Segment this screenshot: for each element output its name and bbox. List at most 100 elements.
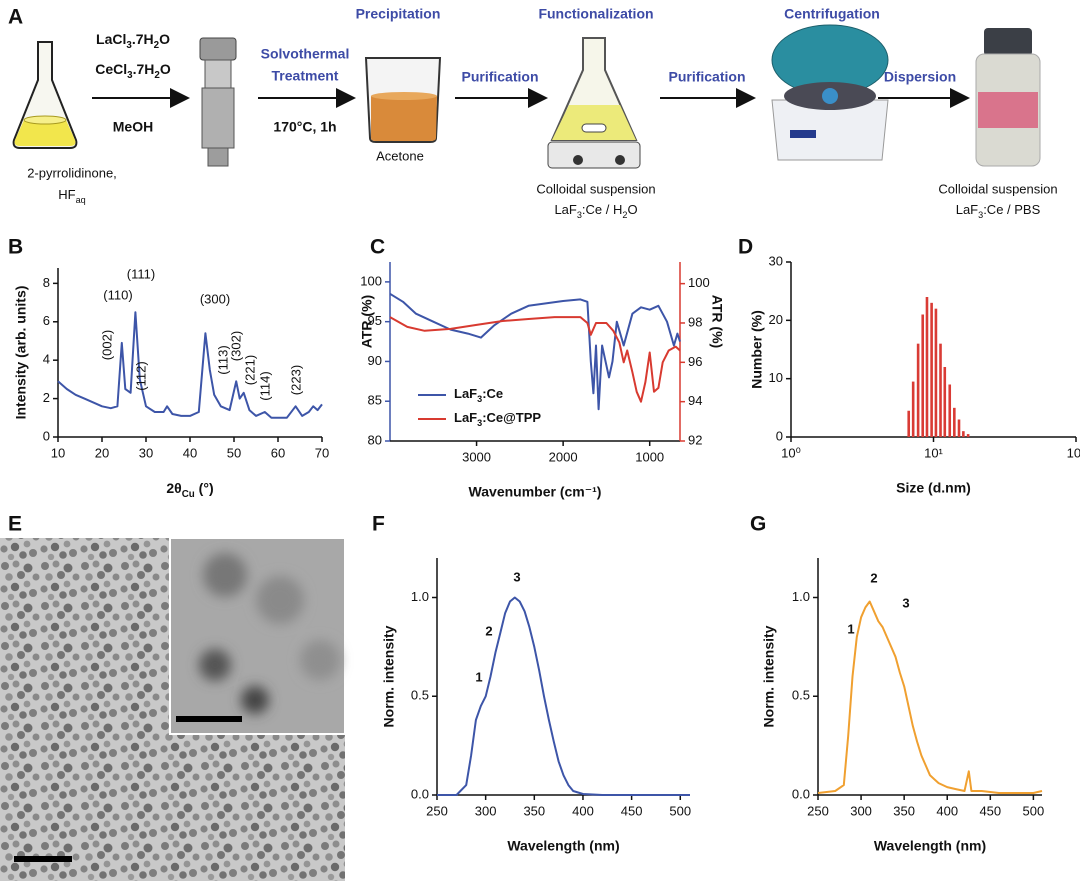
x-axis-label: Wavelength (nm) [874,838,986,854]
annotation: (302) [228,331,243,361]
text-part: 2 [622,210,627,220]
x-tick-label: 10⁰ [781,445,801,460]
text-part: LaF [554,202,576,217]
start-material: 2-pyrrolidinone, [27,165,117,180]
annotation: (111) [127,266,155,281]
x-axis-label: Size (d.nm) [896,480,971,496]
x-tick-label: 10 [51,445,65,460]
text-part: 3 [126,40,132,51]
annotation: (110) [103,287,132,302]
y-tick-label: 80 [368,432,382,447]
x-axis-label: 2θCu (°) [166,480,213,500]
panel-label: D [738,236,753,259]
x-tick-label: 50 [227,445,241,460]
text-part: LaF [454,386,477,401]
text-part: .7H [133,61,155,77]
stirrer-flask-icon [547,37,641,169]
annotation: 2 [870,570,877,585]
y2-axis-label: ATR (%) [709,295,725,348]
y2-tick-label: 94 [688,393,702,408]
x-tick-label: 450 [621,803,643,818]
scale-bar [176,716,242,722]
text-part: 3 [577,210,582,220]
step: Treatment [272,68,339,84]
annotation: (114) [257,371,272,400]
start-material: HFaq [58,187,85,205]
reagent: LaCl3.7H2O [96,31,170,51]
text-part: :Ce@TPP [482,410,541,425]
scale-bar [14,856,72,862]
panel-label: B [8,236,23,259]
text-part: LaCl [96,31,126,47]
x-tick-label: 500 [669,803,691,818]
y-tick-label: 90 [368,353,382,368]
product: Colloidal suspension [938,181,1057,196]
autoclave-icon [199,37,237,167]
text-part: O [160,61,171,77]
annotation: (300) [200,291,230,306]
panel-label: E [8,513,22,536]
panel-label: C [370,236,385,259]
wash: Acetone [376,148,424,163]
x-tick-label: 250 [426,803,448,818]
bar [934,308,938,437]
y-axis-label: Norm. intensity [381,625,397,727]
bar [943,367,947,437]
annotation: 1 [475,669,482,684]
text-part: 2 [154,40,160,51]
y-tick-label: 6 [43,313,50,328]
y-tick-label: 2 [43,390,50,405]
text-part: 3 [127,70,133,81]
y-tick-label: 1.0 [411,589,429,604]
x-axis-label: Wavelength (nm) [507,838,619,854]
y-tick-label: 4 [43,352,50,367]
step: Functionalization [538,6,653,22]
product: Colloidal suspension [536,181,655,196]
bar [921,314,925,437]
step: Purification [668,69,745,85]
product: LaF3:Ce / PBS [956,202,1041,220]
condition: 170°C, 1h [273,119,336,135]
step: Dispersion [884,69,956,85]
data-line [817,600,1043,794]
text-part: LaF [956,202,978,217]
text-part: (°) [195,480,214,496]
y-axis-label: Norm. intensity [761,625,777,727]
legend-label: LaF3:Ce@TPP [454,410,541,428]
centrifuge-icon [771,24,889,161]
annotation: 1 [847,621,854,636]
bar [925,297,929,437]
data-line [389,292,681,411]
x-tick-label: 20 [95,445,109,460]
x-tick-label: 400 [572,803,594,818]
y-tick-label: 1.0 [792,589,810,604]
y-tick-label: 0.5 [411,688,429,703]
bar [957,419,961,437]
text-part: 2 [154,70,160,81]
bar [948,384,952,437]
x-tick-label: 30 [139,445,153,460]
inset-particles [199,553,340,714]
text-part: O [627,202,637,217]
bar [911,381,915,437]
bar [916,343,920,437]
y-tick-label: 20 [769,312,783,327]
y-tick-label: 0.0 [792,786,810,801]
annotation: (002) [99,330,114,360]
y-tick-label: 95 [368,313,382,328]
annotation: 3 [513,569,520,584]
y-tick-label: 0.5 [792,688,810,703]
panel-label: A [8,6,23,29]
text-part: 3 [978,210,983,220]
y2-tick-label: 96 [688,354,702,369]
y-tick-label: 0 [43,428,50,443]
legend-label: LaF3:Ce [454,386,503,404]
bar [907,410,911,437]
x-tick-label: 350 [893,803,915,818]
x-tick-label: 450 [979,803,1001,818]
text-part: Cu [182,489,195,500]
bar [953,407,956,437]
bar [930,302,933,437]
